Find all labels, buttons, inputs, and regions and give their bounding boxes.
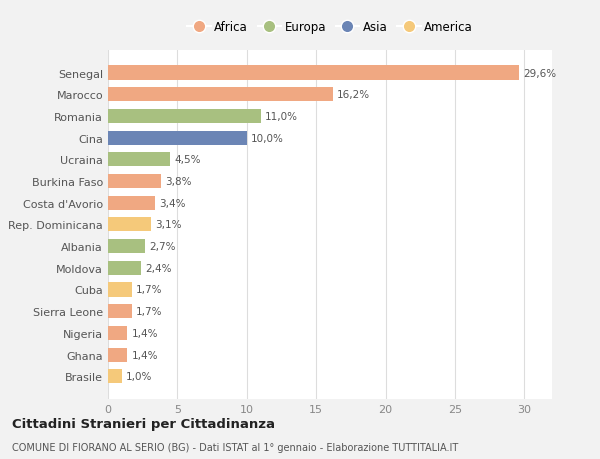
Text: 11,0%: 11,0% bbox=[265, 112, 298, 122]
Text: 3,1%: 3,1% bbox=[155, 220, 182, 230]
Bar bbox=[108, 174, 161, 189]
Text: 4,5%: 4,5% bbox=[175, 155, 201, 165]
Bar bbox=[108, 218, 151, 232]
Bar bbox=[108, 348, 127, 362]
Text: COMUNE DI FIORANO AL SERIO (BG) - Dati ISTAT al 1° gennaio - Elaborazione TUTTIT: COMUNE DI FIORANO AL SERIO (BG) - Dati I… bbox=[12, 442, 458, 452]
Bar bbox=[108, 110, 260, 124]
Bar bbox=[108, 88, 333, 102]
Text: 1,7%: 1,7% bbox=[136, 285, 162, 295]
Legend: Africa, Europa, Asia, America: Africa, Europa, Asia, America bbox=[184, 17, 476, 38]
Text: 1,0%: 1,0% bbox=[126, 371, 152, 381]
Text: 3,4%: 3,4% bbox=[160, 198, 186, 208]
Text: 3,8%: 3,8% bbox=[165, 177, 191, 187]
Text: 10,0%: 10,0% bbox=[251, 133, 284, 143]
Bar bbox=[108, 304, 131, 319]
Text: 16,2%: 16,2% bbox=[337, 90, 370, 100]
Text: 1,4%: 1,4% bbox=[131, 328, 158, 338]
Text: 1,4%: 1,4% bbox=[131, 350, 158, 360]
Text: 29,6%: 29,6% bbox=[523, 68, 556, 78]
Text: 2,4%: 2,4% bbox=[145, 263, 172, 273]
Bar bbox=[108, 283, 131, 297]
Bar bbox=[108, 153, 170, 167]
Text: 2,7%: 2,7% bbox=[149, 241, 176, 252]
Bar bbox=[108, 326, 127, 340]
Bar bbox=[108, 261, 142, 275]
Text: Cittadini Stranieri per Cittadinanza: Cittadini Stranieri per Cittadinanza bbox=[12, 417, 275, 430]
Bar bbox=[108, 240, 145, 253]
Bar bbox=[108, 67, 519, 80]
Bar bbox=[108, 369, 122, 383]
Bar bbox=[108, 196, 155, 210]
Bar bbox=[108, 131, 247, 146]
Text: 1,7%: 1,7% bbox=[136, 307, 162, 317]
